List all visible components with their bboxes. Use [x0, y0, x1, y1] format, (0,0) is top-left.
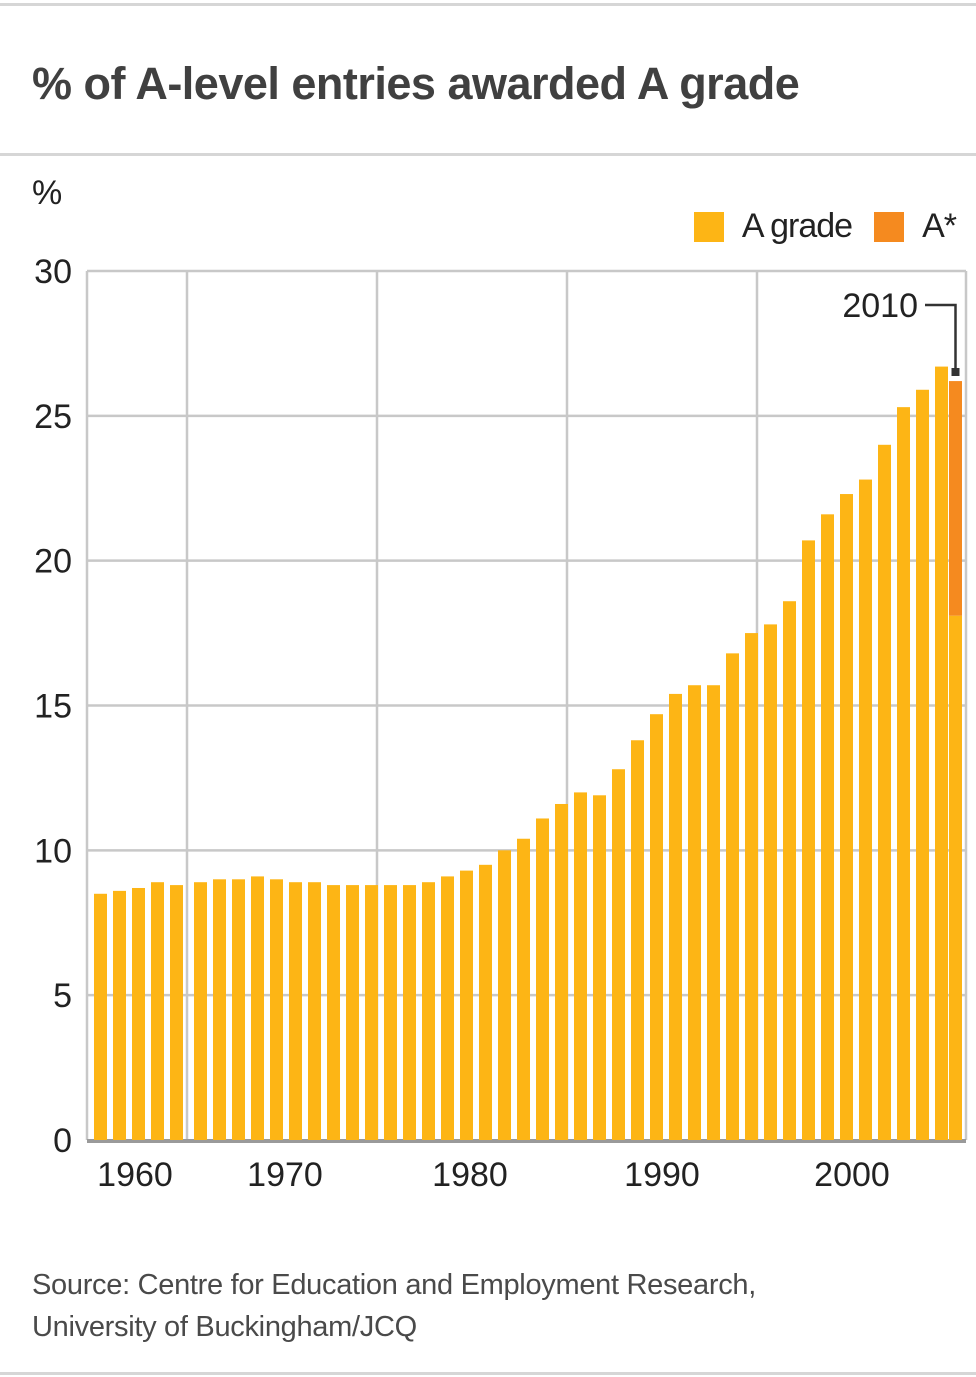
- x-tick-label: 1960: [97, 1156, 173, 1194]
- bottom-border: [0, 1372, 976, 1375]
- bar-a-grade-1979: [365, 885, 378, 1140]
- bar-a-grade-1974: [270, 879, 283, 1140]
- x-tick-label: 1980: [432, 1156, 508, 1194]
- bar-a-grade-1992: [612, 769, 625, 1140]
- y-axis-unit-label: %: [32, 174, 63, 212]
- a-grade-swatch-icon: [693, 211, 724, 242]
- bar-a-grade-1973: [251, 876, 264, 1140]
- x-tick-label: 1970: [247, 1156, 323, 1194]
- bar-a-grade-1968: [151, 882, 164, 1140]
- bar-a-grade-1985: [479, 864, 492, 1140]
- bar-a-grade-1969: [170, 885, 183, 1140]
- y-tick-label: 30: [34, 253, 72, 291]
- bar-a-grade-1995: [669, 693, 682, 1140]
- bar-a-grade-2000: [764, 624, 777, 1140]
- bar-a-grade-1991: [593, 795, 606, 1140]
- legend: A grade A*: [672, 207, 957, 246]
- legend-item-a-grade: A grade: [693, 207, 853, 246]
- bar-a-grade-1994: [650, 714, 663, 1140]
- bar-a-grade-1975: [289, 882, 302, 1140]
- bar-a-grade-2003: [821, 514, 834, 1140]
- y-tick-label: 10: [34, 832, 72, 870]
- bars: [94, 366, 962, 1141]
- bar-a-grade-1990: [574, 792, 587, 1140]
- bar-a-grade-1977: [327, 885, 340, 1140]
- bar-a-grade-1984: [460, 870, 473, 1140]
- bar-a-grade-1996: [688, 685, 701, 1140]
- bar-a-grade-1980: [384, 885, 397, 1140]
- bar-a-grade-1978: [346, 885, 359, 1140]
- y-tick-label: 0: [53, 1122, 72, 1160]
- source-note: Source: Centre for Education and Employm…: [32, 1264, 756, 1348]
- bar-a-grade-1971: [213, 879, 226, 1140]
- bar-a-grade-1966: [113, 890, 126, 1140]
- bar-a-grade-2010: [949, 615, 962, 1140]
- title-divider: [0, 153, 976, 156]
- bar-a-grade-2005: [859, 479, 872, 1140]
- bar-a-grade-2004: [840, 494, 853, 1140]
- legend-item-a-star: A*: [874, 207, 957, 246]
- source-line-2: University of Buckingham/JCQ: [32, 1311, 417, 1343]
- annotation-dot-icon: [951, 368, 960, 376]
- y-tick-label: 25: [34, 398, 72, 436]
- bar-a-grade-1988: [536, 818, 549, 1140]
- bar-a-grade-1986: [498, 850, 511, 1140]
- bar-a-grade-1967: [132, 887, 145, 1140]
- legend-label-a-star: A*: [922, 207, 957, 245]
- bar-a-grade-2001: [783, 601, 796, 1140]
- y-axis-ticks: 0 5 10 15 20 25 30: [34, 253, 72, 1160]
- bar-a-grade-1965: [94, 893, 107, 1140]
- y-tick-label: 20: [34, 543, 72, 581]
- y-tick-label: 15: [34, 688, 72, 726]
- bar-a-star-2010: [949, 381, 962, 616]
- bar-a-grade-1998: [726, 653, 739, 1140]
- bar-a-grade-2007: [897, 407, 910, 1141]
- bar-a-grade-1999: [745, 633, 758, 1140]
- bar-a-grade-1982: [422, 882, 435, 1140]
- bar-a-grade-2002: [802, 540, 815, 1140]
- x-axis-ticks: 1960 1970 1980 1990 2000: [97, 1156, 890, 1194]
- bar-a-grade-1987: [517, 838, 530, 1140]
- bar-a-grade-2008: [916, 389, 929, 1141]
- annotation-label: 2010: [842, 287, 918, 325]
- bar-a-grade-1970: [194, 882, 207, 1140]
- bar-a-grade-1989: [555, 803, 568, 1140]
- bar-a-grade-1997: [707, 685, 720, 1140]
- y-tick-label: 5: [53, 977, 72, 1015]
- bar-a-grade-1993: [631, 740, 644, 1140]
- bar-a-grade-2009: [935, 366, 948, 1141]
- bar-a-grade-1981: [403, 885, 416, 1140]
- legend-label-a-grade: A grade: [741, 207, 853, 245]
- x-tick-label: 1990: [624, 1156, 700, 1194]
- top-border: [0, 3, 976, 6]
- bar-a-grade-2006: [878, 444, 891, 1140]
- x-tick-label: 2000: [814, 1156, 890, 1194]
- bar-a-grade-1972: [232, 879, 245, 1140]
- bar-a-grade-1983: [441, 876, 454, 1140]
- bar-a-grade-1976: [308, 882, 321, 1140]
- source-line-1: Source: Centre for Education and Employm…: [32, 1269, 756, 1301]
- a-star-swatch-icon: [874, 211, 905, 242]
- annotation-2010: 2010: [842, 287, 960, 376]
- chart-title: % of A-level entries awarded A grade: [32, 58, 800, 109]
